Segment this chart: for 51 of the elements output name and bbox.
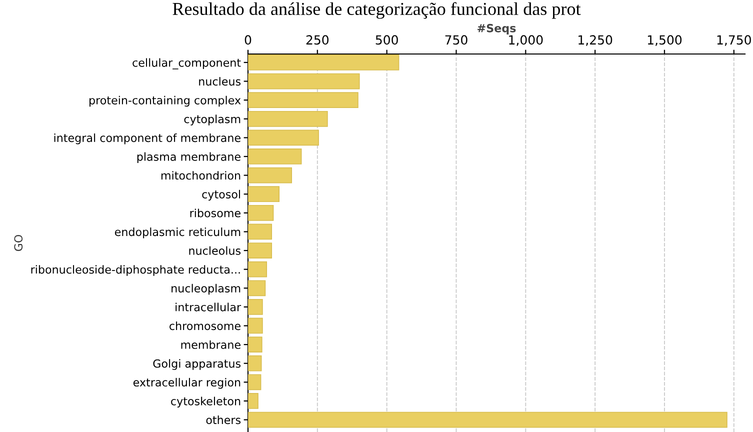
bar — [248, 167, 292, 184]
chart-title: Resultado da análise de categorização funcional das prot — [172, 2, 581, 19]
x-tick-label: 1,750 — [717, 35, 751, 46]
bar — [248, 280, 266, 296]
bar — [248, 148, 302, 164]
bar — [248, 54, 400, 70]
y-tick-label: extracellular region — [133, 378, 240, 389]
bar — [248, 73, 360, 90]
bar — [248, 261, 268, 278]
bar — [248, 204, 274, 221]
x-tick-label: 0 — [244, 35, 252, 45]
y-tick-label: Golgi apparatus — [153, 359, 241, 370]
y-axis-title: GO — [14, 234, 23, 252]
bar — [248, 374, 262, 390]
y-tick-label: cytosol — [202, 190, 240, 201]
y-tick-label: ribosome — [190, 208, 240, 218]
y-tick-label: nucleolus — [189, 246, 241, 255]
y-tick-label: nucleus — [199, 77, 241, 86]
y-tick-label: cellular_component — [132, 58, 241, 70]
y-tick-label: others — [206, 416, 241, 424]
x-tick-label: 250 — [306, 35, 329, 45]
bar — [248, 299, 263, 315]
bar — [248, 130, 319, 146]
y-tick-label: protein-containing complex — [90, 96, 241, 107]
bar — [248, 186, 280, 202]
y-tick-label: mitochondrion — [161, 171, 240, 180]
x-tick-label: 750 — [445, 35, 468, 45]
y-tick-label: membrane — [181, 340, 240, 349]
bar — [248, 355, 262, 372]
y-tick-label: nucleoplasm — [172, 284, 240, 295]
bar — [248, 110, 328, 127]
bar — [248, 412, 728, 428]
bar — [248, 336, 262, 352]
y-tick-label: cytoplasm — [184, 114, 240, 126]
bar — [248, 224, 272, 240]
y-tick-label: plasma membrane — [137, 152, 240, 164]
bar — [248, 393, 258, 409]
y-tick-label: cytoskeleton — [171, 396, 240, 408]
y-tick-label: ribonucleoside-diphosphate reducta... — [31, 265, 240, 276]
x-tick-label: 1,250 — [578, 35, 612, 46]
x-axis-title: #Seqs — [478, 24, 516, 34]
x-tick-label: 1,500 — [648, 35, 682, 46]
bar — [248, 242, 272, 258]
y-tick-label: endoplasmic reticulum — [114, 227, 240, 238]
y-tick-label: chromosome — [170, 322, 240, 330]
x-tick-label: 1,000 — [509, 35, 543, 46]
x-tick-label: 500 — [376, 35, 398, 45]
bar — [248, 318, 263, 334]
y-tick-label: intracellular — [176, 302, 242, 312]
bar — [248, 92, 358, 108]
y-tick-label: integral component of membrane — [54, 133, 240, 144]
